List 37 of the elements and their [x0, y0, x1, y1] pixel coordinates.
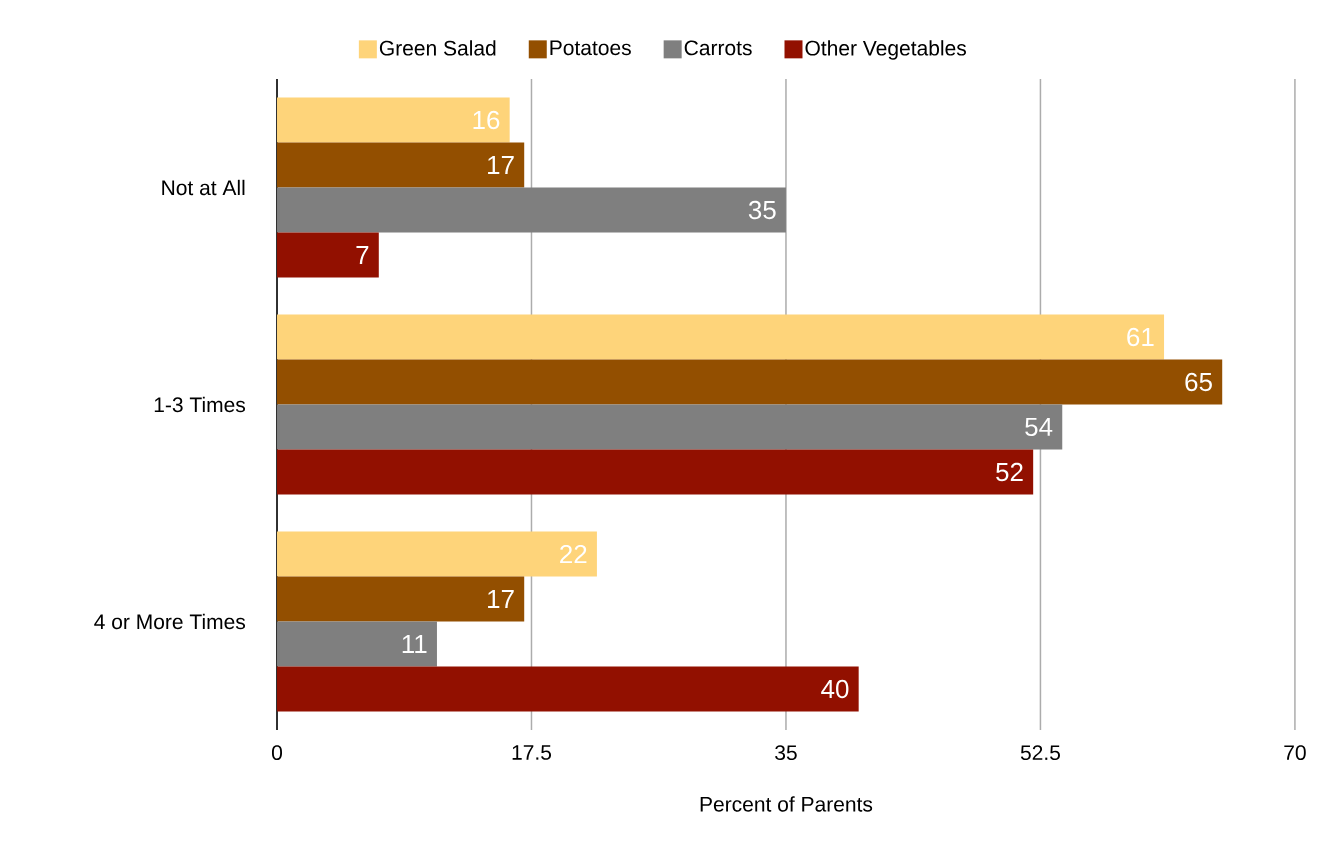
y-tick-label: 4 or More Times [94, 613, 246, 630]
data-label: 61 [1127, 327, 1154, 347]
y-tick-label: 1-3 Times [154, 396, 246, 413]
bar [277, 531, 597, 577]
data-label: 11 [402, 635, 427, 653]
data-label: 65 [1185, 372, 1212, 392]
bar [277, 359, 1223, 405]
x-tick-label: 35 [775, 745, 797, 761]
data-label: 16 [473, 110, 500, 130]
data-label: 54 [1025, 417, 1053, 437]
bar [277, 621, 437, 667]
x-axis-title: Percent of Parents [700, 796, 873, 812]
data-label: 52 [996, 462, 1023, 482]
bar [277, 97, 510, 143]
x-tick-label: 70 [1284, 745, 1306, 761]
bar [277, 232, 379, 278]
bar [277, 187, 786, 233]
legend-label: Green Salad [379, 40, 496, 56]
x-tick-label: 52.5 [1020, 745, 1060, 761]
x-tick-label: 17.5 [512, 745, 552, 760]
bar [277, 576, 525, 622]
data-label: 7 [356, 246, 369, 264]
data-label: 40 [821, 679, 849, 699]
data-label: 35 [748, 200, 776, 220]
bar [277, 314, 1165, 360]
legend-label: Potatoes [550, 40, 631, 56]
y-tick-label: Not at All [162, 179, 245, 196]
bar [277, 449, 1034, 495]
x-tick-label: 0 [271, 745, 283, 761]
legend-label: Other Vegetables [805, 40, 966, 60]
data-label: 17 [488, 590, 514, 608]
data-label: 17 [488, 156, 514, 174]
legend-label: Carrots [684, 40, 752, 56]
bar [277, 404, 1063, 450]
bar [277, 666, 859, 712]
bar [277, 142, 525, 188]
data-label: 22 [560, 544, 587, 564]
